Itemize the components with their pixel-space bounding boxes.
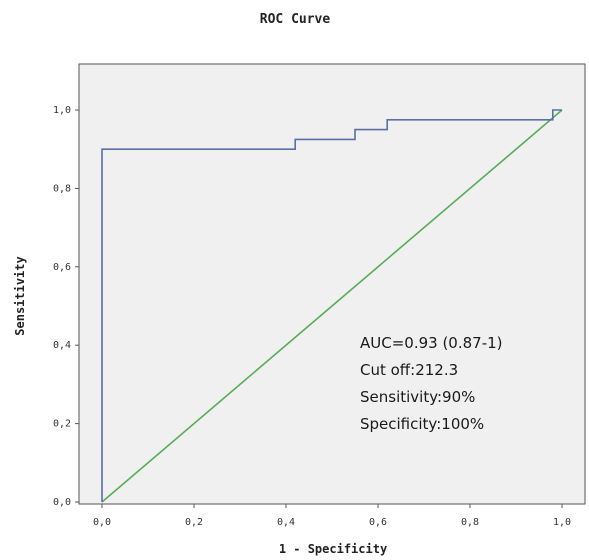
x-tick-label: 0,4: [277, 517, 295, 528]
chart-title: ROC Curve: [260, 12, 331, 27]
y-tick-label: 0,6: [53, 262, 71, 273]
x-tick-label: 0,8: [461, 517, 479, 528]
x-axis-ticks: 0,0 0,2 0,4 0,6 0,8 1,0: [93, 504, 571, 528]
y-tick-label: 1,0: [53, 105, 71, 116]
x-tick-label: 0,6: [369, 517, 387, 528]
annotation-auc: AUC=0.93 (0.87-1): [360, 334, 503, 352]
y-axis-ticks: 0,0 0,2 0,4 0,6 0,8 1,0: [53, 105, 79, 508]
x-tick-label: 0,2: [185, 517, 203, 528]
x-tick-label: 1,0: [553, 517, 571, 528]
y-tick-label: 0,4: [53, 340, 71, 351]
series-layer: [101, 109, 563, 503]
plot-area: [78, 63, 586, 505]
x-tick-label: 0,0: [93, 517, 111, 528]
y-tick-label: 0,0: [53, 497, 71, 508]
annotation-cutoff: Cut off:212.3: [360, 361, 458, 379]
y-tick-label: 0,2: [53, 419, 71, 430]
reference-diagonal-line: [101, 109, 563, 503]
annotation-box: AUC=0.93 (0.87-1) Cut off:212.3 Sensitiv…: [360, 334, 503, 433]
x-axis-label: 1 - Specificity: [279, 542, 387, 556]
y-axis-label: Sensitivity: [13, 256, 27, 335]
annotation-sensitivity: Sensitivity:90%: [360, 388, 475, 406]
annotation-specificity: Specificity:100%: [360, 415, 484, 433]
y-tick-label: 0,8: [53, 183, 71, 194]
roc-curve-line: [101, 109, 562, 502]
